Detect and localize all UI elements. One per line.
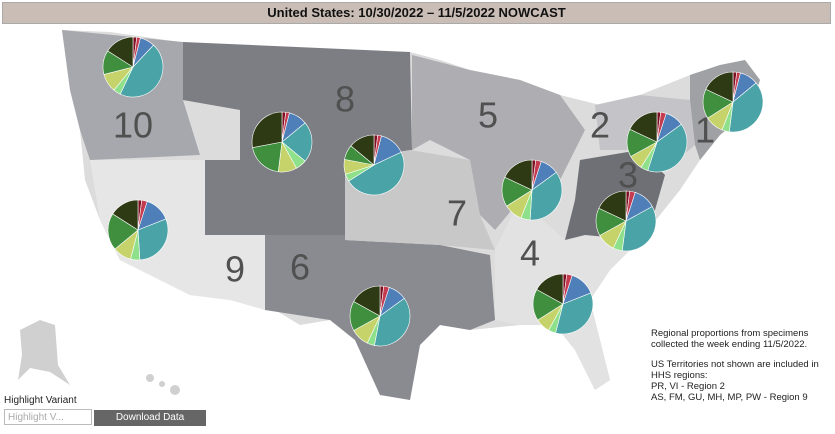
region-number: 3 xyxy=(618,155,638,196)
pie-slice xyxy=(252,141,283,173)
note-text: PR, VI - Region 2 xyxy=(651,381,725,392)
note-text: US Territories not shown are included in… xyxy=(651,359,819,381)
region-number: 6 xyxy=(290,247,310,288)
title: United States: 10/30/2022 – 11/5/2022 NO… xyxy=(2,2,831,24)
pie-slice xyxy=(536,273,564,305)
pie-slice xyxy=(112,199,139,231)
pie-slice xyxy=(728,82,764,133)
search-box[interactable]: Highlight V... xyxy=(4,409,92,425)
region-number: 2 xyxy=(590,105,610,146)
download-button[interactable]: Download Data xyxy=(94,410,206,426)
pie-slice xyxy=(137,218,169,261)
region-number: 9 xyxy=(225,249,245,290)
note: Regional proportions from specimens coll… xyxy=(648,325,832,415)
pie-slice xyxy=(251,111,283,148)
pie-slice xyxy=(621,206,657,252)
region-number: 4 xyxy=(520,233,540,274)
region-number: 10 xyxy=(113,105,153,146)
pie-slice xyxy=(107,213,139,250)
pie-slice xyxy=(350,134,375,166)
pie-slice xyxy=(555,292,594,335)
pie-slice xyxy=(281,122,313,162)
hawaii xyxy=(170,385,180,395)
pie-slice xyxy=(504,159,533,191)
pie-slice xyxy=(374,297,411,347)
pie-slice xyxy=(107,36,134,68)
region-number: 5 xyxy=(478,95,498,136)
hawaii xyxy=(159,381,165,387)
pie-slice xyxy=(119,44,164,98)
pie-slice xyxy=(353,285,381,317)
pie-slice xyxy=(529,171,563,221)
note-text: AS, FM, GU, MH, MP, PW - Region 9 xyxy=(651,392,808,403)
region-number: 8 xyxy=(335,79,355,120)
pie-slice xyxy=(629,111,658,143)
pie-slice xyxy=(598,190,627,222)
pie-slice xyxy=(647,123,688,173)
region-9 xyxy=(90,160,265,310)
hawaii xyxy=(146,374,154,382)
pie-slice xyxy=(705,71,734,103)
region-number: 7 xyxy=(447,193,467,234)
note-text: Regional proportions from specimens coll… xyxy=(651,328,809,350)
alaska xyxy=(18,320,70,385)
pie-slice xyxy=(348,151,405,196)
highlight-label: Highlight Variant xyxy=(4,395,77,406)
